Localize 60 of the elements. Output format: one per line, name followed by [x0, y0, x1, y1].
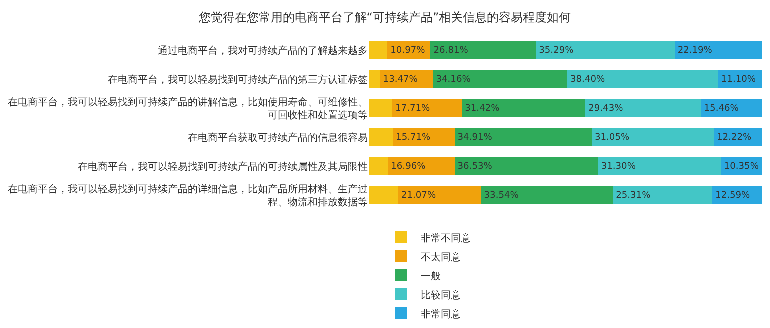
bar — [369, 70, 380, 88]
data-label: 15.46% — [704, 104, 740, 114]
data-label: 17.71% — [396, 104, 431, 114]
data-label: 34.16% — [436, 74, 472, 85]
bar — [369, 128, 394, 146]
bar — [701, 100, 762, 118]
data-label: 16.96% — [391, 162, 426, 172]
legend-label: 一般 — [421, 271, 441, 282]
legend-label: 比较同意 — [421, 289, 461, 302]
bar — [369, 100, 392, 118]
data-label: 29.43% — [588, 104, 624, 114]
data-label: 31.05% — [594, 132, 630, 143]
data-label: 31.30% — [601, 162, 636, 172]
bar — [369, 158, 388, 176]
data-label: 22.19% — [678, 46, 713, 56]
data-label: 34.91% — [458, 132, 493, 143]
bar — [454, 128, 592, 146]
legend-label: 非常同意 — [421, 308, 461, 320]
data-label: 36.53% — [458, 162, 493, 172]
bar — [369, 186, 398, 204]
chart-title: 您觉得在您常用的电商平台了解“可持续产品”相关信息的容易程度如何 — [198, 10, 572, 25]
bar — [674, 42, 762, 60]
data-label: 21.07% — [401, 190, 436, 201]
data-label: 10.97% — [390, 46, 426, 56]
y-tick-label: 在电商平台，我可以轻易找到可持续产品的讲解信息，比如使用寿命、可维修性、可回收性和处置选项等 — [8, 96, 368, 122]
data-label: 31.42% — [465, 104, 500, 114]
data-label: 15.71% — [396, 132, 432, 143]
data-label: 33.54% — [484, 190, 520, 201]
y-tick-label: 在电商平台，我可以轻易找到可持续产品的详细信息，比如产品所用材料、生产过程、物流和排放数据等 — [8, 184, 368, 208]
bar — [433, 70, 568, 88]
y-tick-label: 通过电商平台，我对可持续产品的了解越来越多 — [158, 45, 368, 57]
data-label: 26.81% — [434, 46, 469, 56]
legend-label: 非常不同意 — [421, 232, 471, 244]
bar — [536, 42, 675, 60]
bar — [392, 100, 462, 118]
data-label: 35.29% — [539, 46, 574, 56]
data-label: 13.47% — [383, 74, 418, 85]
bar — [481, 186, 614, 204]
data-label: 10.35% — [724, 162, 760, 172]
bar — [430, 42, 536, 60]
data-label: 12.59% — [716, 190, 751, 201]
data-label: 38.40% — [570, 74, 606, 85]
bar — [388, 158, 455, 176]
y-tick-label: 在电商平台，我可以轻易找到可持续产品的可持续属性及其局限性 — [78, 161, 368, 173]
bar — [613, 186, 713, 204]
data-label: 12.22% — [717, 132, 752, 143]
bar — [454, 158, 598, 176]
y-tick-label: 在电商平台获取可持续产品的信息很容易 — [188, 132, 368, 144]
legend-label: 不太同意 — [421, 251, 461, 264]
y-tick-label: 在电商平台，我可以轻易找到可持续产品的第三方认证标签 — [108, 74, 368, 86]
bar — [369, 42, 388, 60]
data-label: 25.31% — [616, 190, 652, 201]
bar — [586, 100, 702, 118]
bar — [598, 158, 722, 176]
data-label: 11.10% — [721, 74, 756, 85]
bar — [592, 128, 714, 146]
bar — [462, 100, 586, 118]
bar — [567, 70, 718, 88]
bar — [398, 186, 482, 204]
bar — [393, 128, 455, 146]
